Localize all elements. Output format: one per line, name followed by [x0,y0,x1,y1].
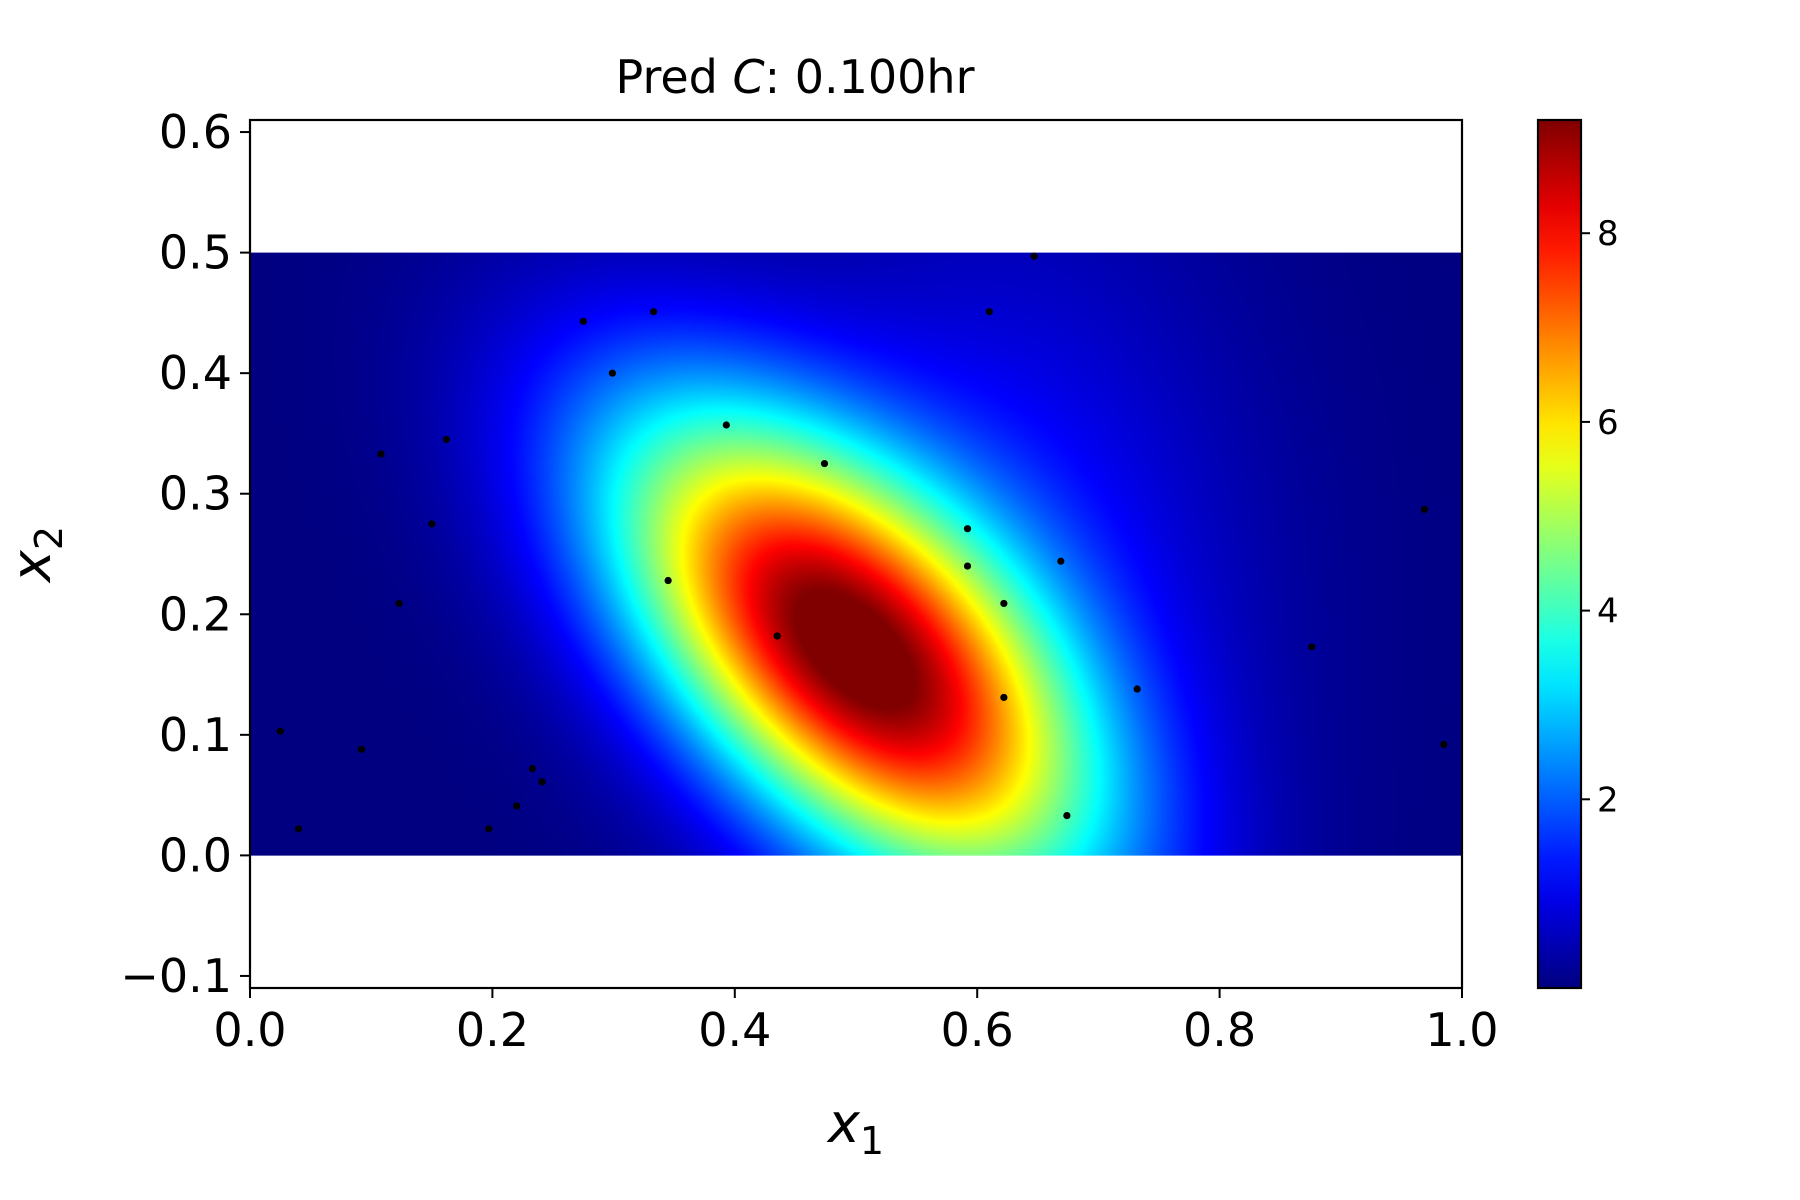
y-tick-label-4: 0.3 [159,467,232,521]
plot-frame [248,118,1464,990]
x-tick-label-3: 0.6 [941,1003,1014,1057]
x-tick-label-4: 0.8 [1183,1003,1256,1057]
sample-point-20 [985,308,993,316]
sample-point-1 [294,825,303,833]
sample-point-19 [963,562,972,570]
x-tick-label-2: 0.4 [698,1003,771,1057]
plot-area [248,118,1464,990]
sample-point-6 [442,435,450,444]
sample-point-7 [485,825,493,833]
y-tick-label-0: −0.1 [120,949,232,1003]
colorbar-tick-label-1: 4 [1597,592,1619,632]
x-tick-label-5: 1.0 [1425,1003,1498,1057]
sample-point-5 [428,520,436,528]
colorbar-tick-label-0: 2 [1597,780,1619,820]
sample-point-29 [1440,740,1448,749]
colorbar-ticks: 2 4 6 8 [1581,214,1619,820]
y-axis-label: x2 [0,526,71,584]
sample-point-16 [773,632,781,640]
sample-point-9 [528,764,536,773]
x-tick-label-0: 0.0 [213,1003,286,1057]
sample-point-22 [1000,693,1008,702]
sample-point-10 [538,778,546,786]
sample-point-15 [722,421,730,429]
sample-point-28 [1420,505,1429,513]
sample-point-25 [1063,812,1071,820]
sample-point-3 [377,450,385,458]
sample-point-27 [1308,643,1316,651]
sample-point-8 [513,802,521,810]
sample-point-24 [1057,557,1065,565]
sample-point-13 [649,308,658,316]
colorbar: 2 4 6 8 [1536,118,1619,990]
y-tick-label-6: 0.5 [159,226,232,280]
colorbar-tick-label-2: 6 [1597,403,1619,443]
sample-point-18 [963,525,972,533]
y-tick-label-2: 0.1 [159,708,232,762]
x-axis: 0.0 0.2 0.4 0.6 0.8 1.0 [213,988,1499,1057]
sample-point-12 [608,369,616,377]
sample-point-17 [820,459,829,468]
colorbar-tick-label-3: 8 [1597,214,1619,254]
sample-points [276,252,1448,833]
colorbar-gradient [1538,120,1581,988]
chart-title: Pred C: 0.100hr [616,50,975,104]
sample-point-26 [1133,685,1141,693]
x-tick-label-1: 0.2 [456,1003,529,1057]
y-tick-label-3: 0.2 [159,587,232,641]
y-tick-label-5: 0.4 [159,346,232,400]
x-axis-label: x1 [826,1092,884,1163]
sample-point-14 [664,576,672,585]
y-axis: −0.1 0.0 0.1 0.2 0.3 0.4 0.5 0.6 [120,105,250,1003]
y-tick-label-7: 0.6 [159,105,232,159]
sample-point-23 [1030,252,1038,260]
y-tick-label-1: 0.0 [159,828,232,882]
sample-point-2 [357,745,366,753]
colorbar-frame [1536,118,1583,990]
sample-point-4 [395,599,403,608]
sample-point-11 [579,317,587,325]
heatmap-field [250,252,1462,856]
sample-point-0 [276,727,284,735]
sample-point-21 [1000,599,1008,608]
